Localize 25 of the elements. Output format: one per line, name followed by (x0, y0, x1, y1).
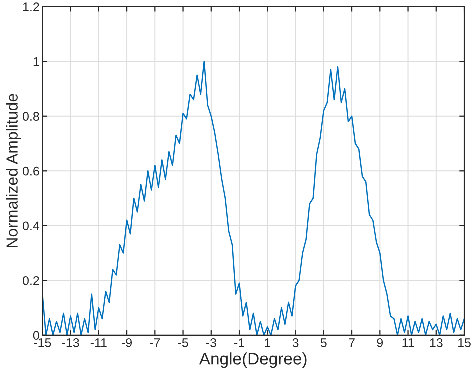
x-tick-label: 5 (320, 338, 327, 348)
x-tick-label: -9 (122, 338, 132, 348)
x-tick-label: 11 (402, 338, 414, 348)
y-tick-label: 0 (33, 331, 40, 340)
y-tick-label: 1.2 (23, 2, 40, 12)
y-tick-label: 0.8 (22, 112, 40, 122)
x-tick-label: 7 (349, 338, 355, 348)
y-tick-label: 0.4 (22, 222, 40, 231)
x-tick-label: 3 (292, 338, 299, 348)
x-tick-label: -11 (90, 338, 107, 348)
x-tick-label: -13 (62, 338, 80, 348)
y-tick-label: 0.2 (22, 276, 40, 286)
x-tick-label: -5 (178, 338, 188, 348)
x-tick-label: 13 (430, 338, 443, 348)
y-tick-label: 0.6 (22, 166, 40, 176)
x-axis-title: Angle(Degree) (199, 352, 307, 368)
x-tick-label: -3 (206, 338, 216, 348)
y-axis-title: Normalized Amplitude (6, 94, 22, 248)
x-tick-label: -15 (34, 338, 52, 348)
x-tick-label: 15 (458, 338, 471, 348)
x-tick-label: 9 (377, 338, 384, 348)
x-tick-label: -1 (234, 338, 244, 348)
x-tick-label: 1 (265, 338, 271, 348)
y-tick-label: 1 (34, 58, 40, 66)
x-tick-label: -7 (150, 338, 160, 348)
